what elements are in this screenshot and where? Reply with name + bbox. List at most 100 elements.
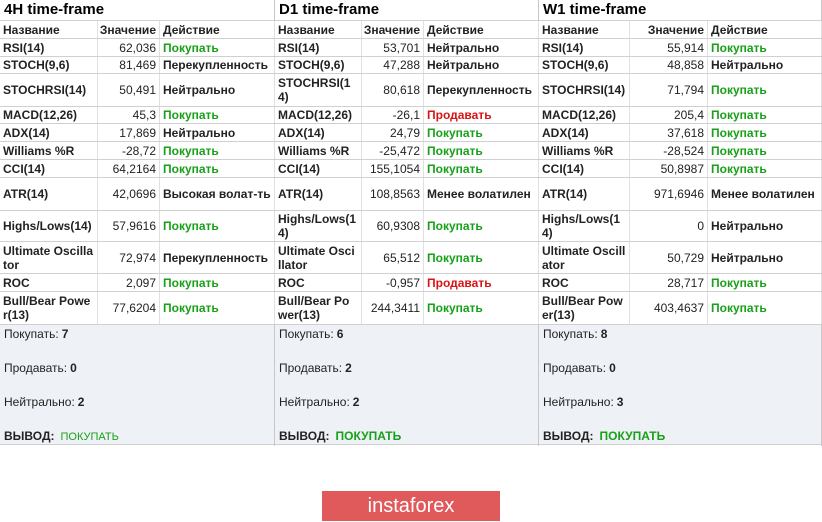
value-cell: 47,288 xyxy=(362,57,424,73)
name-cell: Bull/Bear Power(13) xyxy=(0,292,98,324)
name-cell: ADX(14) xyxy=(539,124,630,141)
name-cell: Название xyxy=(275,21,362,38)
value-cell: 37,618 xyxy=(630,124,708,141)
summary-line: Продавать: 0 xyxy=(543,361,616,375)
name-cell: ATR(14) xyxy=(275,178,362,210)
table-row: ATR(14) 42,0696 Высокая волат-ть xyxy=(0,177,275,210)
table-row: ADX(14) 37,618 Покупать xyxy=(539,123,822,141)
action-cell: Перекупленность xyxy=(160,242,275,273)
table-row: Ultimate Oscillator 65,512 Покупать xyxy=(275,241,539,273)
summary-label: Нейтрально: xyxy=(4,395,75,409)
summary-line: Нейтрально: 3 xyxy=(543,395,623,409)
action-cell: Действие xyxy=(424,21,539,38)
name-cell: Williams %R xyxy=(275,142,362,159)
summary-label: Покупать: xyxy=(543,327,598,341)
summary-label: Продавать: xyxy=(279,361,343,375)
table-row: MACD(12,26) 205,4 Покупать xyxy=(539,106,822,123)
summary-label: Продавать: xyxy=(543,361,607,375)
table-row: Williams %R -28,72 Покупать xyxy=(0,141,275,159)
value-cell: 244,3411 xyxy=(362,292,424,324)
summary-value: 0 xyxy=(70,361,77,375)
value-cell: 53,701 xyxy=(362,39,424,56)
summary-line: Покупать: 6 xyxy=(279,327,343,341)
summary-line: ВЫВОД: ПОКУПАТЬ xyxy=(543,429,665,443)
action-cell: Нейтрально xyxy=(160,124,275,141)
summary-value: 7 xyxy=(61,327,69,341)
action-cell: Покупать xyxy=(708,74,822,106)
action-cell: Перекупленность xyxy=(160,57,275,73)
summary-value: 8 xyxy=(600,327,608,341)
name-cell: MACD(12,26) xyxy=(539,107,630,123)
panel: W1 time-frame Название Значение Действие RSI… xyxy=(539,0,822,446)
header-row: Название Значение Действие xyxy=(275,20,539,38)
summary-value: ПОКУПАТЬ xyxy=(335,429,402,443)
name-cell: STOCHRSI(14) xyxy=(275,74,362,106)
name-cell: CCI(14) xyxy=(539,160,630,177)
action-cell: Высокая волат-ть xyxy=(160,178,275,210)
name-cell: Ultimate Oscillator xyxy=(0,242,98,273)
value-cell: 64,2164 xyxy=(98,160,160,177)
value-cell: 108,8563 xyxy=(362,178,424,210)
name-cell: RSI(14) xyxy=(539,39,630,56)
action-cell: Покупать xyxy=(160,274,275,291)
value-cell: -26,1 xyxy=(362,107,424,123)
action-cell: Действие xyxy=(160,21,275,38)
value-cell: 50,729 xyxy=(630,242,708,273)
action-cell: Покупать xyxy=(160,211,275,241)
action-cell: Покупать xyxy=(708,124,822,141)
table-row: Ultimate Oscillator 50,729 Нейтрально xyxy=(539,241,822,273)
table-row: CCI(14) 50,8987 Покупать xyxy=(539,159,822,177)
name-cell: STOCH(9,6) xyxy=(275,57,362,73)
summary-label: Покупать: xyxy=(279,327,334,341)
name-cell: ADX(14) xyxy=(0,124,98,141)
summary: Покупать: 7 Продавать: 0 Нейтрально: 2 ВЫВОД: П… xyxy=(0,324,274,445)
name-cell: STOCH(9,6) xyxy=(0,57,98,73)
table-row: RSI(14) 53,701 Нейтрально xyxy=(275,38,539,56)
value-cell: 55,914 xyxy=(630,39,708,56)
action-cell: Покупать xyxy=(708,142,822,159)
summary: Покупать: 6 Продавать: 2 Нейтрально: 2 ВЫВОД: П… xyxy=(275,324,538,445)
action-cell: Покупать xyxy=(424,124,539,141)
name-cell: Ultimate Oscillator xyxy=(539,242,630,273)
name-cell: STOCHRSI(14) xyxy=(539,74,630,106)
name-cell: ROC xyxy=(539,274,630,291)
action-cell: Покупать xyxy=(424,211,539,241)
action-cell: Нейтрально xyxy=(424,57,539,73)
table-row: STOCH(9,6) 48,858 Нейтрально xyxy=(539,56,822,73)
panel: 4H time-frame Название Значение Действие RSI… xyxy=(0,0,275,446)
value-cell: 403,4637 xyxy=(630,292,708,324)
panel-title: W1 time-frame xyxy=(543,1,647,18)
table-row: Bull/Bear Power(13) 403,4637 Покупать xyxy=(539,291,822,324)
value-cell: 17,869 xyxy=(98,124,160,141)
name-cell: STOCHRSI(14) xyxy=(0,74,98,106)
name-cell: ADX(14) xyxy=(275,124,362,141)
action-cell: Покупать xyxy=(160,142,275,159)
panel: D1 time-frame Название Значение Действие RSI… xyxy=(275,0,539,446)
summary-label: ВЫВОД: xyxy=(279,429,330,443)
action-cell: Покупать xyxy=(424,160,539,177)
summary-label: Продавать: xyxy=(4,361,68,375)
value-cell: 72,974 xyxy=(98,242,160,273)
name-cell: Williams %R xyxy=(539,142,630,159)
value-cell: 65,512 xyxy=(362,242,424,273)
name-cell: Highs/Lows(14) xyxy=(539,211,630,241)
summary-line: Покупать: 7 xyxy=(4,327,68,341)
name-cell: RSI(14) xyxy=(275,39,362,56)
logo[interactable]: instaforex xyxy=(322,491,500,521)
value-cell: 48,858 xyxy=(630,57,708,73)
name-cell: Highs/Lows(14) xyxy=(0,211,98,241)
summary-label: ВЫВОД: xyxy=(4,429,55,443)
action-cell: Продавать xyxy=(424,107,539,123)
table-row: Bull/Bear Power(13) 77,6204 Покупать xyxy=(0,291,275,324)
value-cell: -0,957 xyxy=(362,274,424,291)
name-cell: ATR(14) xyxy=(0,178,98,210)
value-cell: 28,717 xyxy=(630,274,708,291)
table-row: ROC 2,097 Покупать xyxy=(0,273,275,291)
name-cell: Ultimate Oscillator xyxy=(275,242,362,273)
name-cell: MACD(12,26) xyxy=(275,107,362,123)
value-cell: 57,9616 xyxy=(98,211,160,241)
action-cell: Покупать xyxy=(424,242,539,273)
summary-value: 6 xyxy=(336,327,344,341)
table-row: Bull/Bear Power(13) 244,3411 Покупать xyxy=(275,291,539,324)
action-cell: Покупать xyxy=(708,39,822,56)
